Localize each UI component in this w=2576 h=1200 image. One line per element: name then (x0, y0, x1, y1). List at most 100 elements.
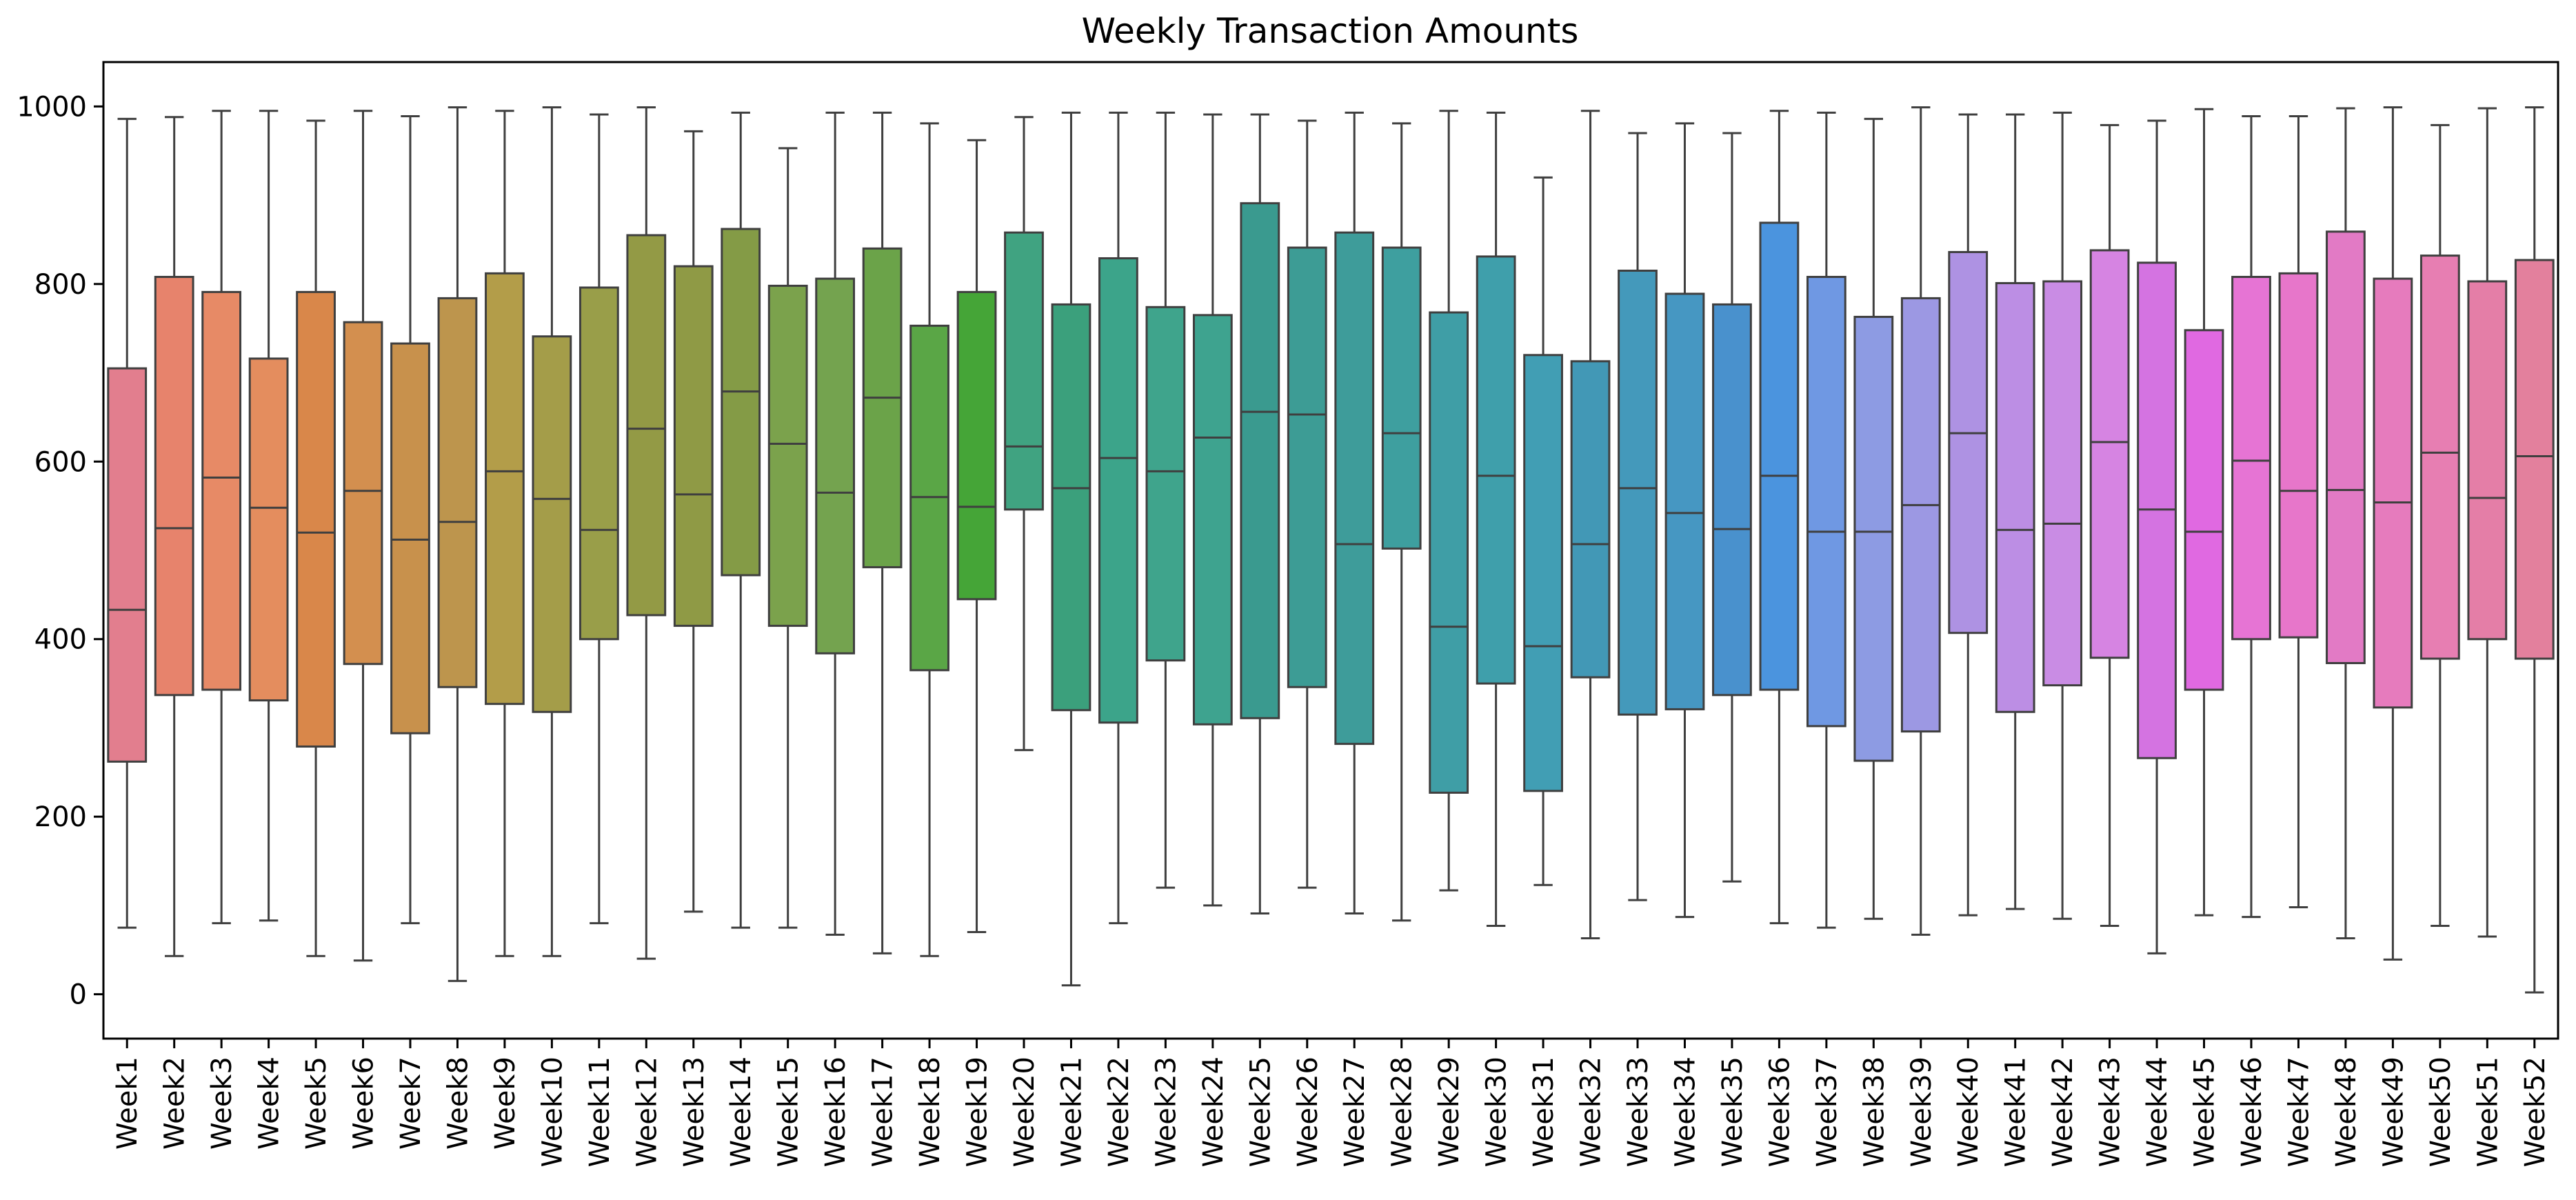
box-iqr (2278, 272, 2319, 639)
box-iqr (2231, 276, 2271, 641)
x-tick-label: Week15 (773, 1057, 805, 1168)
box-iqr (1853, 315, 1894, 762)
box-iqr (1240, 202, 1280, 719)
y-tick-label: 600 (34, 446, 87, 478)
box-group-week22 (1098, 111, 1138, 925)
box-group-week41 (1995, 113, 2035, 910)
y-tick-label: 400 (34, 624, 87, 656)
x-axis: Week1 Week2 Week3 Week4 Week5 Week6 Week7 Week8… (112, 1039, 2551, 1168)
box-iqr (626, 234, 667, 617)
box-group-week11 (578, 113, 619, 925)
box-iqr (1664, 292, 1705, 710)
y-tick-label: 1000 (17, 91, 87, 123)
box-iqr (343, 321, 383, 666)
box-group-week51 (2467, 107, 2508, 938)
box-group-week44 (2137, 119, 2177, 954)
box-group-week32 (1570, 110, 1611, 940)
box-group-week37 (1806, 111, 1847, 929)
x-tick-label: Week44 (2142, 1057, 2173, 1168)
box-iqr (2419, 254, 2460, 660)
box-iqr (1995, 282, 2035, 713)
box-iqr (767, 284, 808, 627)
box-iqr (2326, 230, 2366, 664)
x-tick-label: Week38 (1858, 1057, 1890, 1168)
box-iqr (1618, 270, 1658, 716)
box-group-week17 (862, 111, 903, 954)
x-tick-label: Week23 (1150, 1057, 1182, 1168)
y-tick-label: 0 (70, 979, 87, 1011)
box-group-week2 (154, 116, 194, 957)
x-tick-label: Week43 (2095, 1057, 2126, 1168)
box-iqr (862, 247, 903, 568)
box-iqr (390, 342, 430, 734)
x-tick-label: Week9 (490, 1057, 521, 1150)
box-group-week15 (767, 147, 808, 929)
box-iqr (1900, 297, 1941, 733)
x-tick-label: Week30 (1481, 1057, 1513, 1168)
x-tick-label: Week48 (2331, 1057, 2362, 1168)
box-group-week23 (1145, 111, 1186, 889)
x-tick-label: Week34 (1669, 1057, 1701, 1168)
x-tick-label: Week19 (962, 1057, 994, 1168)
box-group-week6 (343, 110, 383, 962)
box-iqr (485, 272, 525, 706)
x-tick-label: Week1 (112, 1057, 143, 1150)
box-group-week47 (2278, 115, 2319, 908)
x-tick-label: Week35 (1717, 1057, 1749, 1168)
box-iqr (2042, 280, 2083, 687)
box-iqr (1098, 257, 1138, 724)
box-group-week35 (1712, 132, 1752, 883)
box-iqr (1806, 276, 1847, 728)
box-group-week19 (956, 139, 997, 934)
x-tick-label: Week47 (2283, 1057, 2315, 1168)
x-tick-label: Week22 (1103, 1057, 1135, 1168)
x-tick-label: Week24 (1198, 1057, 1229, 1168)
box-group-week20 (1004, 116, 1044, 752)
box-group-week50 (2419, 123, 2460, 928)
x-tick-label: Week50 (2425, 1057, 2457, 1168)
box-group-week4 (248, 110, 289, 922)
x-tick-label: Week27 (1339, 1057, 1371, 1168)
box-iqr (1759, 221, 1800, 691)
box-group-week8 (437, 106, 478, 982)
box-iqr (1051, 303, 1091, 712)
box-group-week14 (721, 111, 761, 929)
box-iqr (1948, 250, 1989, 634)
box-iqr (1145, 306, 1186, 662)
box-group-week40 (1948, 113, 1989, 917)
box-group-week49 (2373, 106, 2413, 961)
box-iqr (107, 367, 148, 763)
x-tick-label: Week12 (631, 1057, 663, 1168)
chart-title: Weekly Transaction Amounts (1082, 11, 1579, 51)
x-tick-label: Week7 (395, 1057, 427, 1150)
x-tick-label: Week11 (584, 1057, 616, 1168)
x-tick-label: Week17 (867, 1057, 899, 1168)
box-group-week29 (1429, 110, 1469, 892)
x-tick-label: Week10 (536, 1057, 568, 1168)
x-tick-label: Week41 (2000, 1057, 2032, 1168)
x-tick-label: Week42 (2047, 1057, 2079, 1168)
box-group-week43 (2089, 123, 2130, 928)
x-tick-label: Week5 (301, 1057, 332, 1150)
box-iqr (2184, 329, 2224, 691)
box-group-week48 (2326, 107, 2366, 940)
x-tick-label: Week2 (159, 1057, 191, 1150)
x-tick-label: Week25 (1245, 1057, 1276, 1168)
box-iqr (532, 335, 572, 713)
x-tick-label: Week36 (1764, 1057, 1795, 1168)
box-group-week13 (673, 130, 714, 913)
x-tick-label: Week31 (1528, 1057, 1560, 1168)
box-iqr (2089, 249, 2130, 659)
box-iqr (1712, 303, 1752, 697)
box-group-week10 (532, 106, 572, 957)
x-tick-label: Week33 (1622, 1057, 1654, 1168)
box-iqr (248, 357, 289, 702)
box-group-week27 (1334, 111, 1375, 914)
x-tick-label: Week51 (2472, 1057, 2504, 1168)
x-tick-label: Week45 (2189, 1057, 2221, 1168)
box-iqr (1192, 314, 1233, 726)
box-iqr (1004, 231, 1044, 511)
box-iqr (2467, 280, 2508, 641)
